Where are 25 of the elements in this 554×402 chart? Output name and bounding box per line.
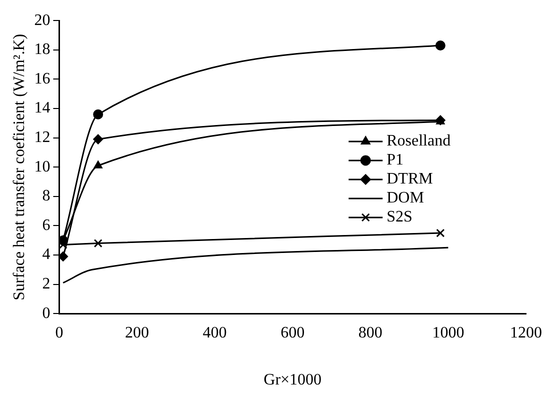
y-tick-label: 2: [42, 276, 50, 293]
x-tick-label: 1000: [432, 324, 464, 342]
x-tick-label: 1200: [510, 324, 542, 342]
y-tick-label: 18: [34, 41, 50, 58]
y-tick-label: 14: [34, 100, 50, 117]
y-tick-label: 10: [34, 158, 50, 176]
legend-label: DOM: [386, 190, 424, 207]
y-tick-label: 0: [42, 304, 50, 322]
legend-label: DTRM: [386, 170, 433, 188]
y-tick-label: 20: [34, 12, 50, 29]
x-tick-label: 600: [280, 324, 305, 342]
y-tick-label: 6: [42, 216, 50, 234]
legend-label: Roselland: [386, 132, 451, 150]
y-axis-title: Surface heat transfer coeficient (W/m².K): [10, 34, 28, 300]
x-tick-label: 400: [202, 324, 227, 342]
x-tick-label: 800: [358, 324, 382, 342]
legend-label: S2S: [386, 208, 412, 226]
y-tick-label: 8: [42, 188, 50, 205]
x-axis-title: Gr×1000: [264, 372, 322, 389]
legend-label: P1: [386, 152, 404, 169]
x-tick-label: 200: [125, 324, 149, 342]
y-tick-label: 4: [42, 246, 50, 264]
y-tick-label: 12: [34, 129, 50, 146]
x-tick-label: 0: [55, 324, 64, 342]
y-tick-label: 16: [34, 70, 50, 88]
